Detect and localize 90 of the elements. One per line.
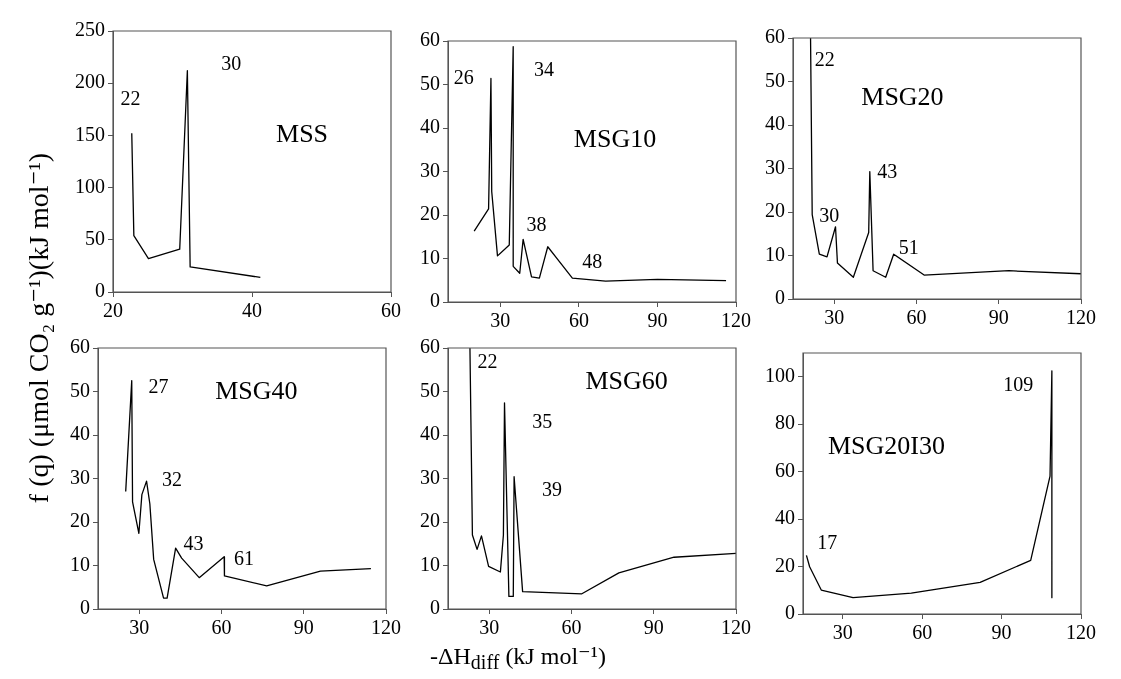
x-tick-label: 120 bbox=[721, 309, 751, 332]
y-tick-label: 30 bbox=[420, 158, 440, 181]
annotation: 22 bbox=[477, 350, 498, 373]
annotation: 17 bbox=[817, 531, 838, 554]
y-tick-label: 80 bbox=[775, 411, 795, 434]
y-tick-label: 40 bbox=[420, 422, 440, 445]
y-tick-label: 0 bbox=[95, 279, 105, 302]
y-tick-label: 250 bbox=[75, 18, 105, 41]
y-tick-label: 30 bbox=[420, 465, 440, 488]
y-tick-label: 0 bbox=[785, 601, 795, 624]
x-tick-label: 90 bbox=[293, 616, 314, 639]
annotation: 35 bbox=[532, 410, 553, 433]
x-tick-label: 60 bbox=[912, 621, 933, 644]
y-tick-label: 150 bbox=[75, 122, 105, 145]
x-tick-label: 120 bbox=[371, 616, 401, 639]
x-tick-label: 120 bbox=[1066, 306, 1096, 329]
text: MSG20 bbox=[861, 81, 944, 111]
x-tick-label: 30 bbox=[479, 616, 500, 639]
y-tick-label: 20 bbox=[420, 202, 440, 225]
annotation: 109 bbox=[1003, 372, 1034, 395]
x-tick-label: 20 bbox=[103, 299, 123, 322]
annotation: 43 bbox=[877, 160, 898, 183]
text: MSS bbox=[276, 119, 329, 149]
y-tick-label: 0 bbox=[775, 286, 785, 309]
y-tick-label: 40 bbox=[420, 115, 440, 138]
x-tick-label: 30 bbox=[490, 309, 511, 332]
x-tick-label: 60 bbox=[381, 299, 401, 322]
x-tick-label: 90 bbox=[643, 616, 664, 639]
x-tick-label: 30 bbox=[832, 621, 853, 644]
text: MSG40 bbox=[215, 376, 298, 406]
y-tick-label: 100 bbox=[765, 363, 795, 386]
annotation: 38 bbox=[526, 213, 547, 236]
y-tick-label: 50 bbox=[765, 68, 785, 91]
annotation: 51 bbox=[898, 236, 919, 259]
y-tick-label: 60 bbox=[420, 335, 440, 358]
x-tick-label: 90 bbox=[647, 309, 668, 332]
x-tick-label: 60 bbox=[568, 309, 589, 332]
x-tick-label: 60 bbox=[561, 616, 582, 639]
y-tick-label: 0 bbox=[430, 289, 440, 312]
x-axis-title: -ΔH$_{diff}$ (kJ mol⁻¹) bbox=[430, 641, 606, 675]
annotation: 27 bbox=[148, 375, 169, 398]
y-axis-title: f (q) (μmol CO₂ g⁻¹)(kJ mol⁻¹) bbox=[21, 152, 55, 504]
y-tick-label: 50 bbox=[420, 378, 440, 401]
annotation: 30 bbox=[221, 51, 242, 74]
y-tick-label: 40 bbox=[775, 506, 795, 529]
x-tick-label: 120 bbox=[1066, 621, 1096, 644]
x-tick-label: 90 bbox=[988, 306, 1009, 329]
y-tick-label: 40 bbox=[70, 422, 90, 445]
y-tick-label: 20 bbox=[70, 509, 90, 532]
annotation: 39 bbox=[541, 478, 562, 501]
y-tick-label: 30 bbox=[70, 465, 90, 488]
y-tick-label: 50 bbox=[85, 227, 105, 250]
y-tick-label: 200 bbox=[75, 70, 105, 93]
x-tick-label: 60 bbox=[906, 306, 927, 329]
y-tick-label: 10 bbox=[420, 245, 440, 268]
annotation: 48 bbox=[582, 249, 603, 272]
y-tick-label: 10 bbox=[765, 242, 785, 265]
annotation: 61 bbox=[234, 546, 255, 569]
annotation: 43 bbox=[183, 531, 204, 554]
x-tick-label: 120 bbox=[721, 616, 751, 639]
y-tick-label: 30 bbox=[765, 155, 785, 178]
x-tick-label: 40 bbox=[242, 299, 262, 322]
y-tick-label: 60 bbox=[70, 335, 90, 358]
x-tick-label: 30 bbox=[129, 616, 150, 639]
y-tick-label: 10 bbox=[70, 552, 90, 575]
x-tick-label: 60 bbox=[211, 616, 232, 639]
annotation: 22 bbox=[814, 48, 835, 71]
y-tick-label: 40 bbox=[765, 112, 785, 135]
y-tick-label: 50 bbox=[70, 378, 90, 401]
x-tick-label: 90 bbox=[991, 621, 1012, 644]
annotation: 26 bbox=[453, 66, 474, 89]
text: MSG10 bbox=[573, 124, 657, 154]
text: MSG60 bbox=[585, 365, 668, 395]
annotation: 34 bbox=[533, 57, 554, 80]
y-tick-label: 20 bbox=[765, 199, 785, 222]
y-tick-label: 50 bbox=[420, 71, 440, 94]
annotation: 30 bbox=[819, 203, 840, 226]
y-tick-label: 0 bbox=[80, 596, 90, 619]
y-tick-label: 20 bbox=[420, 509, 440, 532]
y-tick-label: 60 bbox=[775, 458, 795, 481]
y-tick-label: 20 bbox=[775, 553, 795, 576]
y-tick-label: 60 bbox=[765, 25, 785, 48]
y-tick-label: 0 bbox=[430, 596, 440, 619]
y-tick-label: 100 bbox=[75, 174, 105, 197]
annotation: 22 bbox=[120, 87, 141, 110]
x-tick-label: 30 bbox=[824, 306, 845, 329]
annotation: 32 bbox=[162, 467, 183, 490]
text: MSG20I30 bbox=[827, 430, 945, 460]
y-tick-label: 10 bbox=[420, 552, 440, 575]
y-tick-label: 60 bbox=[420, 28, 440, 51]
